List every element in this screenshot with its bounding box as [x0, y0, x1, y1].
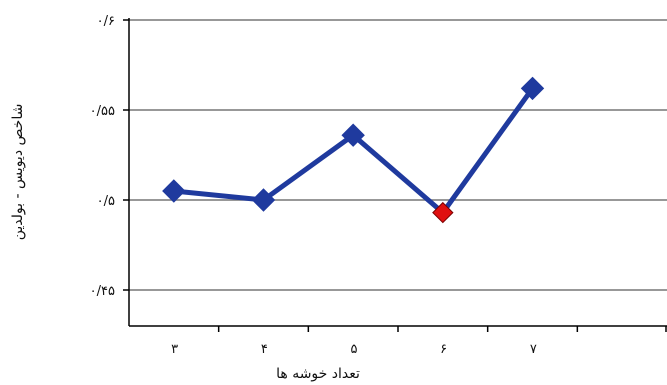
gridlines	[129, 19, 667, 291]
x-tick-label: ۳	[171, 342, 178, 357]
x-ticks: ۳ ۴ ۵ ۶ ۷	[171, 326, 667, 357]
x-tick-label: ۶	[440, 342, 447, 357]
data-point	[251, 188, 276, 212]
y-axis-title: شاخص دیویس - بولدین	[10, 104, 26, 241]
series-group	[162, 76, 545, 224]
y-tick-label: ۰/۴۵	[90, 284, 115, 299]
series-line	[173, 86, 535, 216]
data-point-highlighted	[432, 201, 454, 224]
x-tick-label: ۷	[530, 342, 537, 357]
y-tick-label: ۰/۵۵	[90, 104, 115, 119]
data-point	[341, 123, 365, 147]
x-tick-label: ۵	[351, 342, 358, 357]
y-tick-label: ۰/۵	[97, 194, 115, 209]
x-axis-title: تعداد خوشه ها	[276, 366, 360, 382]
x-tick-label: ۴	[261, 342, 268, 357]
y-ticks: ۰/۶ ۰/۵۵ ۰/۵ ۰/۴۵	[90, 14, 129, 299]
y-tick-label: ۰/۶	[97, 14, 115, 29]
data-point	[162, 179, 186, 203]
data-point	[520, 76, 545, 101]
